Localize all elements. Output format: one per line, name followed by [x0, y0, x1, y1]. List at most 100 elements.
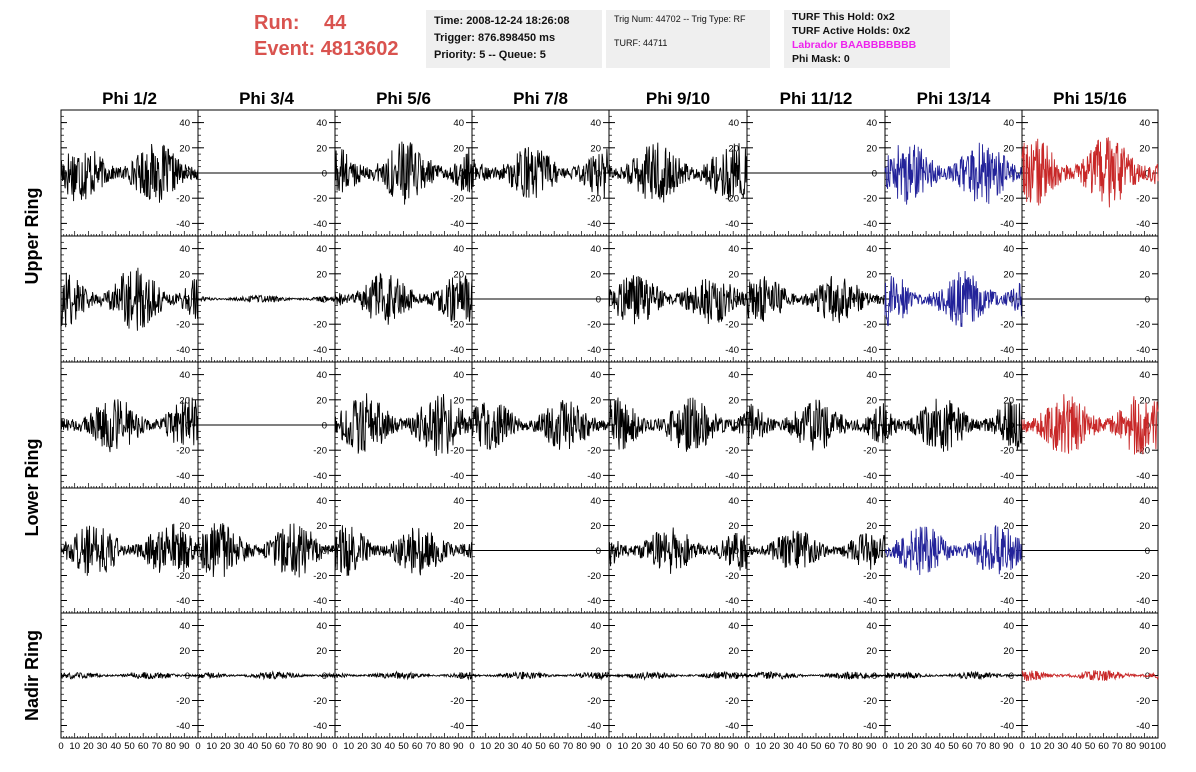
- y-tick-label: 40: [1003, 370, 1014, 381]
- y-tick-label: 40: [316, 621, 327, 632]
- y-tick-label: 20: [316, 646, 327, 657]
- row-label: Nadir Ring: [22, 630, 42, 721]
- y-tick-label: -20: [725, 446, 739, 457]
- x-tick-label: 60: [138, 741, 149, 752]
- y-tick-label: -20: [1136, 696, 1150, 707]
- y-tick-label: -20: [450, 194, 464, 205]
- y-tick-label: -40: [725, 471, 739, 482]
- y-tick-label: 40: [316, 370, 327, 381]
- turf-info-box: TURF This Hold: 0x2 TURF Active Holds: 0…: [784, 10, 950, 68]
- waveform-trace: [608, 275, 748, 325]
- y-tick-label: 20: [728, 395, 739, 406]
- y-tick-label: 20: [1139, 269, 1150, 280]
- y-tick-label: 0: [322, 295, 327, 306]
- x-tick-label: 40: [1071, 741, 1082, 752]
- trigger-line: Trigger: 876.898450 ms: [434, 32, 556, 44]
- x-tick-label: 0: [195, 741, 200, 752]
- y-tick-label: -40: [176, 219, 190, 230]
- y-tick-label: -40: [725, 345, 739, 356]
- x-tick-label: 30: [371, 741, 382, 752]
- y-tick-label: -20: [176, 194, 190, 205]
- x-tick-label: 50: [261, 741, 272, 752]
- y-tick-label: -40: [1136, 721, 1150, 732]
- waveform-trace: [608, 670, 748, 681]
- x-tick-label: 0: [744, 741, 749, 752]
- y-tick-label: 0: [1145, 546, 1150, 557]
- x-tick-label: 10: [480, 741, 491, 752]
- y-tick-label: -20: [1000, 446, 1014, 457]
- y-tick-label: -40: [1136, 219, 1150, 230]
- y-tick-label: 20: [866, 269, 877, 280]
- waveform-trace: [334, 393, 473, 457]
- waveform-trace: [334, 141, 473, 205]
- y-tick-label: -40: [1000, 219, 1014, 230]
- x-tick-label: 20: [357, 741, 368, 752]
- y-tick-label: 40: [728, 621, 739, 632]
- x-tick-label: 20: [769, 741, 780, 752]
- column-header: Phi 1/2: [102, 89, 157, 108]
- x-tick-label: 100: [1150, 741, 1166, 752]
- y-tick-label: 0: [734, 295, 739, 306]
- x-tick-label: 80: [1126, 741, 1137, 752]
- x-tick-label: 30: [645, 741, 656, 752]
- x-tick-label: 50: [535, 741, 546, 752]
- y-tick-label: -40: [313, 345, 327, 356]
- x-tick-label: 80: [439, 741, 450, 752]
- time-line: Time: 2008-12-24 18:26:08: [434, 15, 570, 27]
- y-tick-label: 40: [453, 621, 464, 632]
- x-tick-label: 80: [989, 741, 1000, 752]
- y-tick-label: 40: [866, 621, 877, 632]
- y-tick-label: -40: [176, 471, 190, 482]
- y-tick-label: -20: [313, 696, 327, 707]
- x-tick-label: 70: [289, 741, 300, 752]
- column-header: Phi 7/8: [513, 89, 568, 108]
- y-tick-label: 20: [728, 646, 739, 657]
- x-tick-label: 40: [797, 741, 808, 752]
- x-tick-label: 60: [962, 741, 973, 752]
- x-tick-label: 90: [1003, 741, 1014, 752]
- waveform-trace: [746, 399, 886, 451]
- y-tick-label: 20: [316, 521, 327, 532]
- y-tick-label: -20: [450, 446, 464, 457]
- y-tick-label: 40: [453, 244, 464, 255]
- y-tick-label: -20: [725, 571, 739, 582]
- x-tick-label: 10: [206, 741, 217, 752]
- y-tick-label: -40: [863, 596, 877, 607]
- y-tick-label: 20: [1139, 143, 1150, 154]
- y-tick-label: 20: [1003, 395, 1014, 406]
- y-tick-label: 40: [1139, 370, 1150, 381]
- x-tick-label: 80: [714, 741, 725, 752]
- y-tick-label: -40: [1136, 471, 1150, 482]
- y-tick-label: -20: [1136, 320, 1150, 331]
- y-tick-label: -40: [313, 721, 327, 732]
- y-tick-label: 20: [590, 269, 601, 280]
- y-tick-label: 20: [1003, 521, 1014, 532]
- y-tick-label: 20: [866, 521, 877, 532]
- y-tick-label: 0: [1145, 169, 1150, 180]
- y-tick-label: -20: [587, 696, 601, 707]
- y-tick-label: 40: [1139, 621, 1150, 632]
- y-tick-label: -20: [587, 194, 601, 205]
- waveform-trace: [746, 276, 886, 323]
- waveform-trace: [471, 671, 610, 681]
- y-tick-label: 20: [728, 269, 739, 280]
- y-tick-label: -40: [313, 596, 327, 607]
- x-tick-label: 10: [69, 741, 80, 752]
- waveform-trace: [608, 527, 748, 574]
- turf-line: TURF: 44711: [614, 38, 668, 48]
- y-tick-label: 0: [459, 546, 464, 557]
- y-tick-label: -20: [313, 194, 327, 205]
- x-tick-label: 10: [343, 741, 354, 752]
- waveform-trace: [884, 670, 1023, 681]
- time-info-box: Time: 2008-12-24 18:26:08 Trigger: 876.8…: [426, 10, 602, 68]
- x-tick-label: 60: [549, 741, 560, 752]
- waveform-trace: [884, 142, 1023, 205]
- y-tick-label: -20: [725, 696, 739, 707]
- x-tick-label: 40: [385, 741, 396, 752]
- x-tick-label: 90: [1139, 741, 1150, 752]
- y-tick-label: -20: [863, 696, 877, 707]
- y-tick-label: -40: [313, 471, 327, 482]
- x-tick-label: 40: [522, 741, 533, 752]
- y-tick-label: 40: [590, 118, 601, 129]
